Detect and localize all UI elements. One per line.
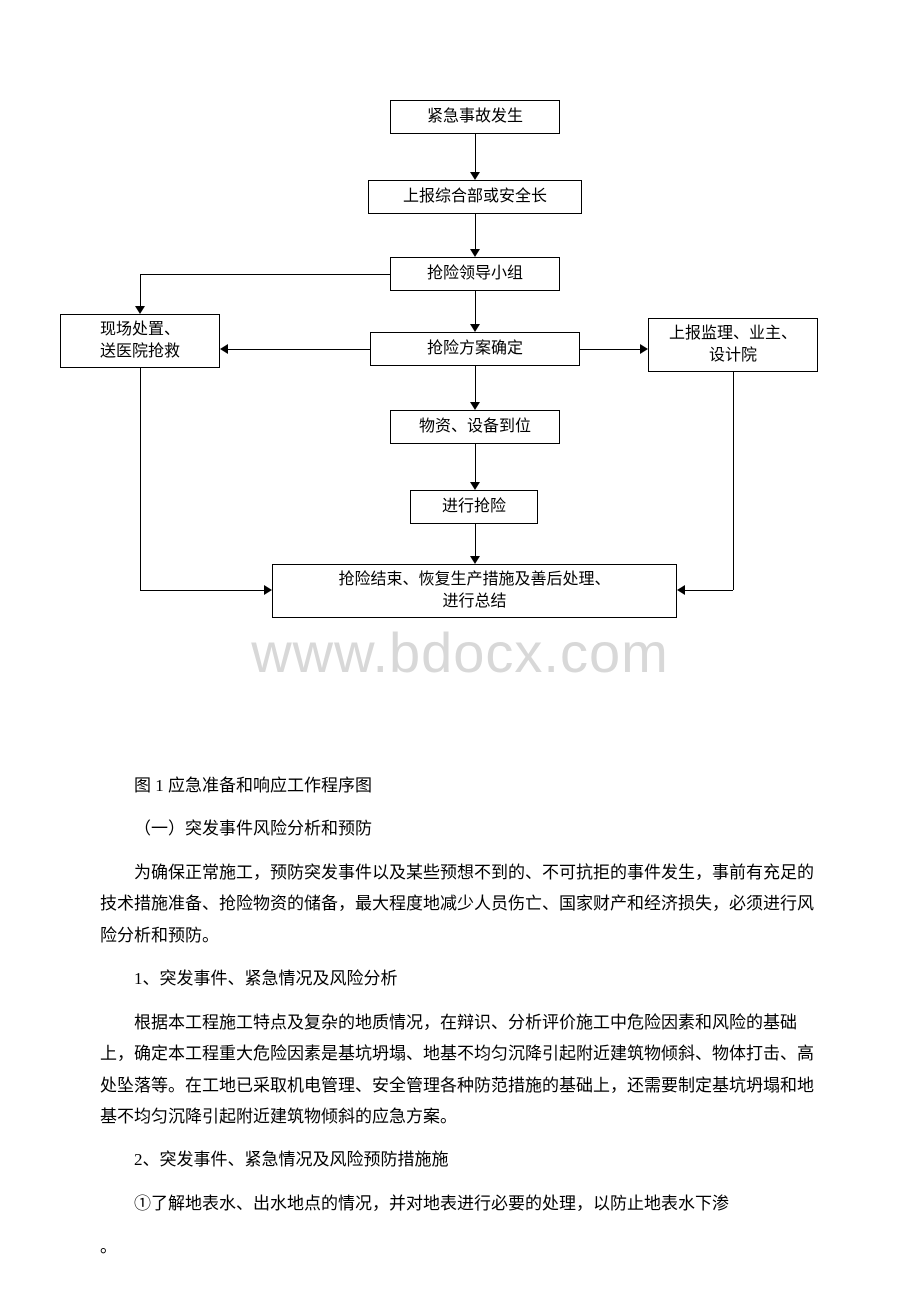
flow-node-team: 抢险领导小组	[390, 257, 560, 291]
flow-node-report-up: 上报监理、业主、 设计院	[648, 318, 818, 372]
connector	[475, 134, 476, 172]
connector	[475, 524, 476, 556]
arrow-icon	[470, 482, 480, 490]
arrow-icon	[640, 344, 648, 354]
flow-node-report: 上报综合部或安全长	[368, 180, 582, 214]
connector	[475, 291, 476, 324]
flow-label: 抢险领导小组	[427, 263, 523, 285]
subsection-heading: 1、突发事件、紧急情况及风险分析	[100, 963, 820, 994]
flow-label: 抢险结束、恢复生产措施及善后处理、 进行总结	[338, 569, 610, 614]
connector	[475, 366, 476, 402]
connector	[580, 349, 640, 350]
figure-caption: 图 1 应急准备和响应工作程序图	[100, 770, 820, 801]
connector	[733, 372, 734, 590]
flowchart: 紧急事故发生 上报综合部或安全长 抢险领导小组 抢险方案确定 现场处置、 送医院…	[120, 100, 820, 620]
paragraph-end: 。	[100, 1231, 820, 1262]
flow-label: 现场处置、 送医院抢救	[100, 319, 180, 364]
connector	[475, 444, 476, 482]
flow-label: 进行抢险	[442, 496, 506, 518]
flow-label: 上报监理、业主、 设计院	[669, 323, 797, 368]
arrow-icon	[220, 344, 228, 354]
connector	[475, 214, 476, 249]
connector	[228, 349, 370, 350]
flow-label: 紧急事故发生	[427, 106, 523, 128]
flow-node-summary: 抢险结束、恢复生产措施及善后处理、 进行总结	[272, 564, 677, 618]
flow-node-rescue: 进行抢险	[410, 490, 538, 524]
flow-node-plan: 抢险方案确定	[370, 332, 580, 366]
connector	[140, 590, 264, 591]
arrow-icon	[677, 585, 685, 595]
flow-node-onsite: 现场处置、 送医院抢救	[60, 314, 220, 368]
section-heading: （一）突发事件风险分析和预防	[100, 813, 820, 844]
arrow-icon	[135, 306, 145, 314]
connector	[140, 274, 390, 275]
flow-node-supplies: 物资、设备到位	[390, 410, 560, 444]
flow-label: 抢险方案确定	[427, 338, 523, 360]
paragraph: 为确保正常施工，预防突发事件以及某些预想不到的、不可抗拒的事件发生，事前有充足的…	[100, 857, 820, 951]
arrow-icon	[470, 172, 480, 180]
document-body: 图 1 应急准备和响应工作程序图 （一）突发事件风险分析和预防 为确保正常施工，…	[100, 770, 820, 1275]
connector	[140, 368, 141, 590]
watermark: www.bdocx.com	[0, 620, 920, 685]
connector	[140, 274, 141, 306]
paragraph: ①了解地表水、出水地点的情况，并对地表进行必要的处理，以防止地表水下渗	[100, 1188, 820, 1219]
subsection-heading: 2、突发事件、紧急情况及风险预防措施施	[100, 1144, 820, 1175]
flow-label: 物资、设备到位	[419, 416, 531, 438]
flow-node-emergency: 紧急事故发生	[390, 100, 560, 134]
connector	[685, 590, 733, 591]
arrow-icon	[470, 249, 480, 257]
arrow-icon	[470, 556, 480, 564]
arrow-icon	[470, 402, 480, 410]
paragraph: 根据本工程施工特点及复杂的地质情况，在辩识、分析评价施工中危险因素和风险的基础上…	[100, 1007, 820, 1133]
arrow-icon	[470, 324, 480, 332]
flow-label: 上报综合部或安全长	[403, 186, 547, 208]
arrow-icon	[264, 585, 272, 595]
